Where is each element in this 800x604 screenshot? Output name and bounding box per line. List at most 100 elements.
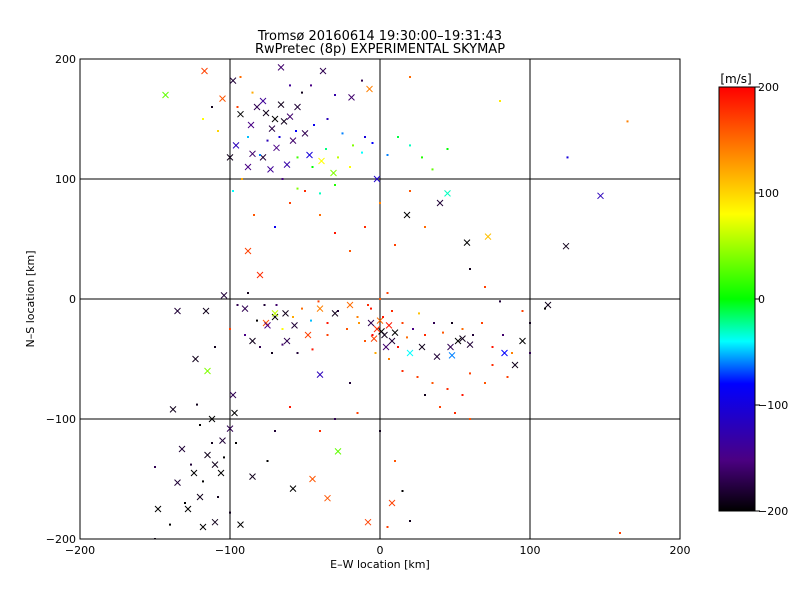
- x-tick-label: 200: [670, 544, 691, 557]
- x-tick-label: 0: [377, 544, 384, 557]
- data-point-x: [385, 322, 393, 329]
- data-point-dot: [281, 178, 284, 180]
- data-point-dot: [409, 144, 411, 147]
- data-point-dot: [235, 442, 237, 444]
- data-point-dot: [341, 132, 344, 135]
- data-point-x: [484, 233, 492, 240]
- data-point-x: [196, 493, 204, 501]
- data-point-x: [283, 161, 291, 168]
- data-point-dot: [211, 442, 213, 444]
- data-point-dot: [367, 304, 369, 306]
- data-point-x: [259, 97, 267, 105]
- data-point-dot: [566, 156, 569, 159]
- point-stroke: [226, 425, 234, 432]
- data-point-dot: [244, 334, 246, 336]
- data-point-x: [204, 367, 211, 375]
- data-point-x: [282, 310, 289, 317]
- data-point-dot: [499, 100, 501, 102]
- data-point-x: [253, 103, 261, 111]
- point-stroke: [229, 77, 237, 84]
- data-point-x: [319, 67, 327, 75]
- point-stroke: [304, 331, 312, 339]
- point-stroke: [226, 154, 234, 161]
- point-stroke: [271, 310, 279, 317]
- data-point-x: [433, 353, 441, 360]
- data-point-dot: [296, 187, 299, 190]
- data-point-dot: [454, 412, 456, 414]
- point-stroke: [463, 239, 471, 246]
- data-point-dot: [289, 84, 291, 87]
- data-point-x: [217, 469, 225, 477]
- data-point-dot: [364, 136, 366, 138]
- data-point-x: [232, 142, 240, 149]
- data-point-x: [403, 211, 411, 219]
- point-stroke: [249, 337, 256, 345]
- data-point-dot: [289, 202, 291, 204]
- point-stroke: [484, 233, 492, 240]
- data-point-x: [289, 485, 297, 492]
- data-point-x: [388, 337, 396, 345]
- data-point-x: [256, 271, 264, 279]
- point-stroke: [277, 64, 285, 71]
- data-point-dot: [334, 184, 336, 186]
- data-point-dot: [281, 328, 284, 330]
- point-stroke: [220, 292, 228, 299]
- data-point-dot: [491, 364, 494, 366]
- data-point-x: [448, 352, 456, 359]
- data-point-dot: [217, 130, 219, 132]
- data-point-dot: [313, 124, 315, 126]
- data-point-x: [264, 322, 271, 329]
- chart-subtitle: RwPretec (8p) EXPERIMENTAL SKYMAP: [255, 42, 505, 57]
- point-stroke: [291, 322, 298, 329]
- data-point-x: [220, 292, 228, 299]
- data-point-dot: [529, 352, 531, 354]
- data-point-dot: [424, 226, 426, 228]
- data-point-x: [267, 166, 274, 173]
- data-point-dot: [337, 310, 339, 312]
- data-point-dot: [451, 322, 453, 324]
- point-stroke: [249, 150, 256, 158]
- data-point-x: [277, 101, 285, 108]
- point-stroke: [283, 337, 291, 345]
- point-stroke: [376, 317, 384, 324]
- point-stroke: [154, 505, 162, 513]
- point-stroke: [244, 247, 252, 255]
- point-stroke: [597, 192, 604, 200]
- point-stroke: [237, 110, 244, 118]
- point-stroke: [211, 461, 219, 468]
- data-point-dot: [211, 106, 213, 108]
- data-point-x: [289, 137, 297, 144]
- data-point-x: [346, 301, 354, 309]
- data-point-dot: [461, 328, 464, 330]
- y-tick-label: 100: [55, 173, 76, 186]
- point-stroke: [466, 341, 474, 348]
- data-point-dot: [304, 190, 306, 192]
- data-point-x: [373, 325, 381, 333]
- data-point-x: [316, 371, 324, 378]
- data-point-dot: [266, 460, 269, 462]
- point-stroke: [316, 371, 324, 378]
- point-stroke: [373, 325, 381, 333]
- point-stroke: [382, 343, 390, 351]
- data-point-x: [324, 494, 331, 502]
- data-point-dot: [409, 520, 411, 522]
- data-point-dot: [469, 372, 471, 375]
- point-stroke: [259, 154, 267, 161]
- point-stroke: [190, 469, 198, 477]
- data-point-dot: [289, 406, 291, 408]
- point-stroke: [348, 94, 355, 101]
- x-tick-label: 100: [520, 544, 541, 557]
- data-point-dot: [491, 346, 494, 348]
- data-point-dot: [529, 322, 531, 324]
- data-point-dot: [442, 331, 444, 334]
- data-point-dot: [229, 511, 231, 514]
- data-point-dot: [421, 156, 423, 159]
- data-point-dot: [379, 202, 381, 204]
- data-point-x: [364, 518, 372, 526]
- data-point-dot: [370, 307, 372, 310]
- data-point-dot: [319, 214, 321, 216]
- data-point-x: [208, 415, 216, 423]
- data-point-x: [244, 247, 252, 255]
- data-point-dot: [236, 304, 239, 306]
- point-stroke: [306, 151, 313, 159]
